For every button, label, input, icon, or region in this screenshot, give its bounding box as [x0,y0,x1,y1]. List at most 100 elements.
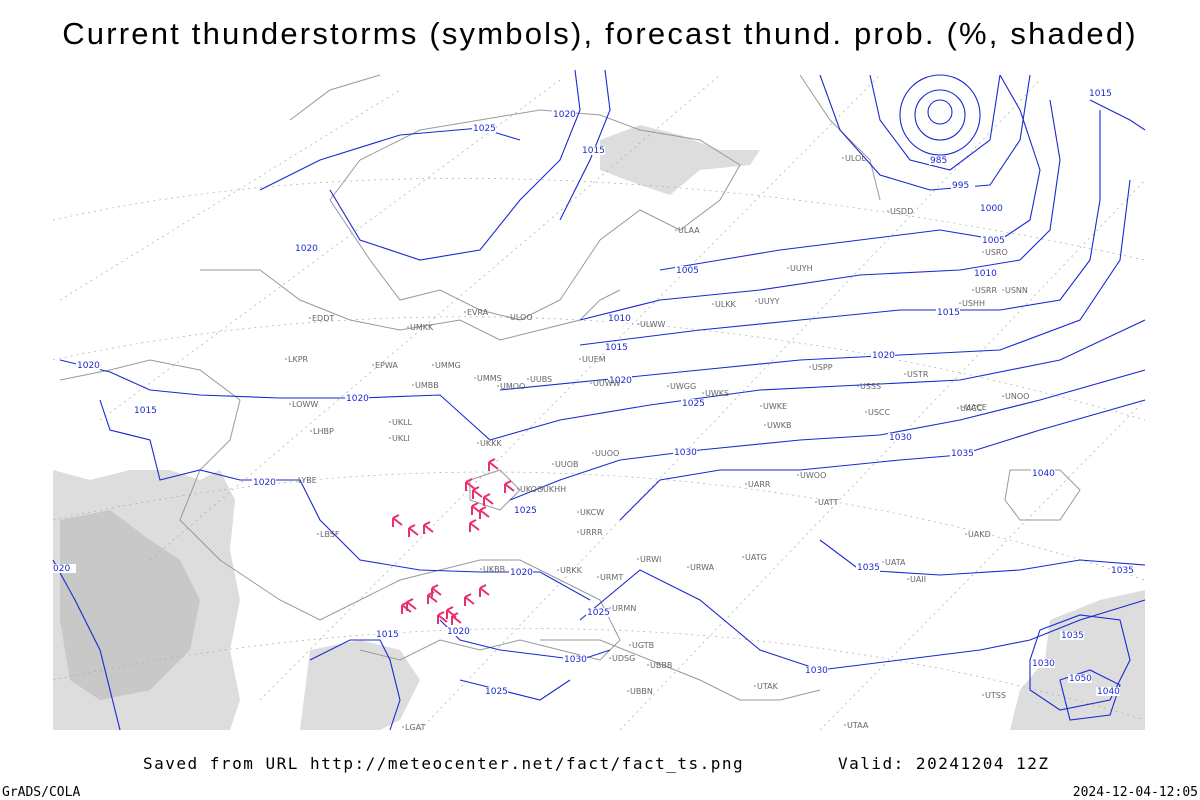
isobar-label: 1020 [253,478,276,488]
thunderstorm-symbol [479,584,490,597]
isobar [329,69,581,261]
isobar-label: 1025 [587,608,610,618]
station-dot [577,531,579,533]
station-dot [317,533,319,535]
isobar [459,679,571,701]
isobar [579,99,1061,321]
station-dot [527,378,529,380]
isobar-label-bg [936,308,960,317]
isobar-label-bg [673,448,697,457]
isobar-label-bg [981,236,1005,245]
station-label: EDDT [312,314,334,323]
valid-time: Valid: 20241204 12Z [838,754,1050,773]
isobar-label-bg [552,110,576,119]
station-dot [637,558,639,560]
isobar [914,89,966,141]
coastline [329,109,741,321]
coastline [289,74,881,201]
isobar-label-bg [252,478,276,487]
isobar-label-bg [1068,674,1092,683]
isobar-label-bg [513,506,537,515]
isobar-label-bg [607,314,631,323]
station-label: UWOO [800,471,826,480]
station-dot [754,685,756,687]
thunderstorm-symbols [392,458,515,625]
station-label: UGTB [632,641,654,650]
station-label: UKKK [480,439,502,448]
station-dot [957,407,959,409]
station-label: UUOO [595,449,619,458]
station-label: UATT [818,498,838,507]
isobar [559,69,611,221]
isobar [309,639,401,731]
isobar-label: 1025 [682,399,705,409]
station-label: LOWW [292,400,318,409]
isobar [1059,669,1121,721]
isobar [619,399,1146,521]
isobar [99,399,591,601]
station-dot [590,382,592,384]
station-dot [972,289,974,291]
station-label: UUOB [555,460,579,469]
isobar-label: 1015 [376,630,399,640]
station-label: LGAT [405,723,426,732]
station-dot [647,664,649,666]
station-label: USDD [890,207,913,216]
isobar-label: 1025 [514,506,537,516]
station-label: USRR [975,286,997,295]
isobar-label: 1035 [1111,566,1134,576]
isobar-label: 1020 [346,394,369,404]
isobar-label: 1015 [605,343,628,353]
station-label: ULOO [510,313,533,322]
isobar [499,179,1131,391]
station-label: UWKE [763,402,787,411]
isobar-label: 1020 [510,568,533,578]
station-label: USRO [985,248,1008,257]
thunderstorm-symbol [427,591,438,604]
isobar [1089,99,1146,131]
station-label: UATA [885,558,906,567]
station-dot [517,488,519,490]
station-label: UATG [745,553,767,562]
map-frame [52,69,1146,731]
lake [1004,469,1081,521]
isobar-label-bg [604,343,628,352]
station-label: ULOL [845,154,866,163]
isobar-label: 1050 [1069,674,1092,684]
station-label: UMOO [500,382,525,391]
isobar-label: 1010 [608,314,631,324]
station-label: USNN [1005,286,1028,295]
isobar-label-bg [586,608,610,617]
station-label: LBSF [320,530,340,539]
map-labels: 1025 1020 1015 985 995 1000 1005 1010 1015 1020 10… [52,89,1134,732]
isobar-label-bg [375,630,399,639]
station-dot [982,694,984,696]
station-dot [497,385,499,387]
isobar-label: 1015 [582,146,605,156]
station-dot [309,317,311,319]
station-label: UNOO [1005,392,1029,401]
isobar-label-bg [1096,687,1120,696]
isobar-label-bg [1031,659,1055,668]
station-label: EPWA [375,361,398,370]
station-dot [787,267,789,269]
thunderstorm-symbol [465,478,476,491]
isobar-label: 1005 [676,266,699,276]
isobar-label: 1040 [1032,469,1055,479]
station-label: UKLI [392,434,410,443]
station-dot [675,229,677,231]
station-dot [310,430,312,432]
station-dot [687,566,689,568]
station-label: USPP [812,363,833,372]
station-dot [637,323,639,325]
isobar-label-bg [675,266,699,275]
station-dot [412,384,414,386]
station-dot [760,405,762,407]
station-label: USTR [907,370,929,379]
station-dot [432,364,434,366]
station-label: ULWW [640,320,665,329]
map-title: Current thunderstorms (symbols), forecas… [62,16,1138,51]
thunderstorm-symbol [392,514,403,527]
isobar [1029,614,1131,711]
